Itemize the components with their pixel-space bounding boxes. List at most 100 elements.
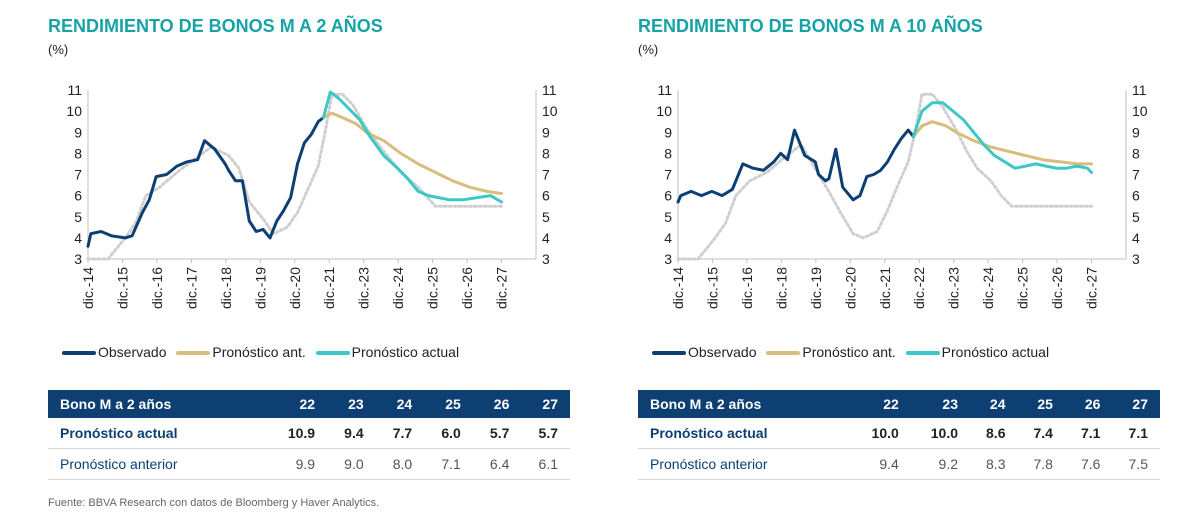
y-tick-label-right: 7 xyxy=(542,167,550,183)
table-cell: 6.4 xyxy=(472,448,522,480)
table-cell: 7.4 xyxy=(1017,418,1065,449)
table-header-cell: 25 xyxy=(424,390,473,418)
x-tick-label: dic.-18 xyxy=(218,267,234,309)
table-cell: 7.1 xyxy=(1112,418,1160,449)
x-tick-label: dic.-16 xyxy=(739,267,755,309)
x-tick-label: dic.-19 xyxy=(808,267,824,309)
table-header-cell: Bono M a 2 años xyxy=(638,390,852,418)
y-tick-label-right: 6 xyxy=(1132,188,1140,204)
x-tick-label: dic.-23 xyxy=(356,267,372,309)
chart-unit: (%) xyxy=(48,42,69,57)
legend-prev-label: Pronóstico ant. xyxy=(212,344,306,360)
table-header-cell: 27 xyxy=(521,390,570,418)
y-tick-label-left: 9 xyxy=(74,124,82,140)
x-tick-label: dic.-21 xyxy=(321,267,337,309)
table-cell: 5.7 xyxy=(521,418,570,449)
x-tick-label: dic.-19 xyxy=(252,267,268,309)
table-cell: 10.9 xyxy=(266,418,328,449)
y-tick-label-right: 9 xyxy=(542,124,550,140)
table-header-cell: 22 xyxy=(851,390,911,418)
x-tick-label: dic.-22 xyxy=(911,267,927,309)
y-tick-label-left: 4 xyxy=(74,230,82,246)
legend-actual-label: Pronóstico actual xyxy=(351,344,460,360)
table-cell: 7.1 xyxy=(1064,418,1113,449)
y-tick-label-left: 11 xyxy=(657,82,672,98)
y-tick-label-right: 8 xyxy=(542,145,550,161)
x-tick-label: dic.-14 xyxy=(80,267,96,309)
y-tick-label-right: 10 xyxy=(1132,103,1148,119)
y-tick-label-left: 9 xyxy=(664,124,672,140)
table-row: Pronóstico actual 10.9 9.4 7.7 6.0 5.7 5… xyxy=(48,418,570,449)
x-tick-label: dic.-24 xyxy=(390,267,406,309)
x-tick-label: dic.-20 xyxy=(287,267,303,309)
series-line-prev_dotted xyxy=(86,92,503,261)
table-cell: 6.1 xyxy=(521,448,570,480)
chart-unit: (%) xyxy=(638,42,659,57)
chart-panel-2y: RENDIMIENTO DE BONOS M A 2 AÑOS (%) 3 3 4 4… xyxy=(0,0,570,522)
table-header-cell: 23 xyxy=(910,390,970,418)
y-tick-label-right: 4 xyxy=(542,230,550,246)
y-tick-label-left: 5 xyxy=(74,209,82,225)
table-cell: 8.6 xyxy=(970,418,1018,449)
chart-title: RENDIMIENTO DE BONOS M A 2 AÑOS xyxy=(48,16,383,36)
y-tick-label-right: 9 xyxy=(1132,124,1140,140)
table-header-cell: 26 xyxy=(472,390,522,418)
table-header-cell: 24 xyxy=(970,390,1018,418)
table-header-cell: Bono M a 2 años xyxy=(48,390,267,418)
table-cell: 7.8 xyxy=(1017,448,1065,480)
row-label: Pronóstico anterior xyxy=(638,448,852,480)
table-cell: 9.9 xyxy=(266,448,328,480)
y-tick-label-left: 10 xyxy=(66,103,82,119)
x-tick-label: dic.-26 xyxy=(1049,267,1065,309)
x-tick-label: dic.-18 xyxy=(773,267,789,309)
x-tick-label: dic.-15 xyxy=(114,267,130,309)
y-tick-label-left: 8 xyxy=(664,145,672,161)
table-cell: 9.0 xyxy=(327,448,376,480)
y-tick-label-left: 5 xyxy=(664,209,672,225)
table-cell: 9.2 xyxy=(910,448,970,480)
table-header-cell: 24 xyxy=(375,390,425,418)
x-tick-label: dic.-24 xyxy=(980,267,996,309)
legend-prev: Pronóstico ant. xyxy=(176,344,306,360)
table-header-cell: 27 xyxy=(1112,390,1160,418)
y-tick-label-left: 3 xyxy=(664,251,672,267)
y-tick-label-right: 5 xyxy=(1132,209,1140,225)
y-tick-label-right: 8 xyxy=(1132,145,1140,161)
x-tick-label: dic.-27 xyxy=(1084,267,1100,309)
line-chart-10y: 3 3 4 4 5 5 6 6 7 7 8 8 9 9 10 10 11 11 dic.-14 dic.-15 dic.… xyxy=(656,82,1148,309)
y-tick-label-left: 6 xyxy=(74,188,82,204)
legend-observed-label: Observado xyxy=(688,344,757,360)
table-row: Pronóstico anterior 9.4 9.2 8.3 7.8 7.6 … xyxy=(638,448,1160,480)
y-tick-label-right: 4 xyxy=(1132,230,1140,246)
x-tick-label: dic.-17 xyxy=(183,267,199,309)
legend-observed: Observado xyxy=(652,344,756,360)
table-header-cell: 23 xyxy=(327,390,376,418)
y-tick-label-left: 10 xyxy=(656,103,672,119)
y-tick-label-left: 3 xyxy=(74,251,82,267)
y-tick-label-left: 4 xyxy=(664,230,672,246)
table-cell: 7.6 xyxy=(1064,448,1113,480)
y-tick-label-right: 5 xyxy=(542,209,550,225)
x-tick-label: dic.-21 xyxy=(877,267,893,309)
table-header-cell: 25 xyxy=(1017,390,1065,418)
y-tick-label-left: 11 xyxy=(67,82,82,98)
series-line-observed xyxy=(676,128,915,204)
x-tick-label: dic.-20 xyxy=(842,267,858,309)
y-tick-label-right: 6 xyxy=(542,188,550,204)
legend-actual: Pronóstico actual xyxy=(315,344,460,360)
y-tick-label-right: 3 xyxy=(1132,251,1140,267)
table-cell: 5.7 xyxy=(472,418,522,449)
series-line-observed xyxy=(86,116,325,248)
x-tick-label: dic.-27 xyxy=(494,267,510,309)
forecast-table-2y: Bono M a 2 años 22 23 24 25 26 27 Pronós… xyxy=(48,390,570,480)
row-label: Pronóstico actual xyxy=(48,418,267,449)
y-tick-label-left: 8 xyxy=(74,145,82,161)
line-chart-2y: 3 3 4 4 5 5 6 6 7 7 8 8 9 9 10 10 11 11 dic.-14 dic.-15 dic.… xyxy=(66,82,557,309)
table-cell: 7.5 xyxy=(1112,448,1160,480)
x-tick-label: dic.-15 xyxy=(704,267,720,309)
y-tick-label-right: 11 xyxy=(542,82,557,98)
table-header-row: Bono M a 2 años 22 23 24 25 26 27 xyxy=(638,390,1160,418)
legend-prev-label: Pronóstico ant. xyxy=(802,344,896,360)
table-cell: 8.0 xyxy=(375,448,425,480)
y-tick-label-right: 11 xyxy=(1132,82,1147,98)
